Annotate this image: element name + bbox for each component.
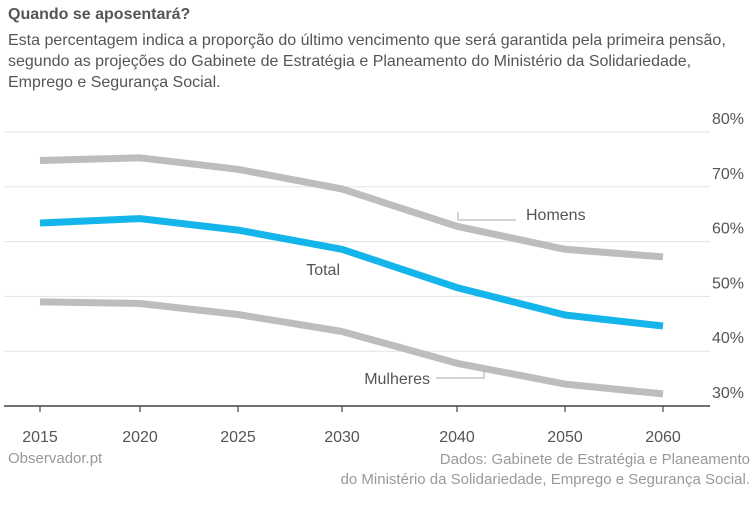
label-leader-mulheres: [436, 370, 485, 379]
source-note: Dados: Gabinete de Estratégia e Planeame…: [290, 450, 750, 490]
brand-credit: Observador.pt: [8, 450, 103, 467]
series-line-homens: [39, 154, 664, 261]
x-tick-label: 2025: [220, 429, 256, 446]
y-tick-label: 40%: [712, 330, 744, 347]
y-tick-label: 60%: [712, 221, 744, 238]
series-lines: [39, 154, 664, 398]
x-tick-label: 2040: [439, 429, 475, 446]
x-tick-label: 2060: [645, 429, 681, 446]
x-axis-ticks: 2015 2020 2025 2030 2040 2050 2060: [22, 406, 681, 446]
label-leader-homens: [457, 212, 516, 221]
series-label-mulheres: Mulheres: [364, 371, 430, 388]
y-tick-label: 80%: [712, 111, 744, 128]
source-line-1: Dados: Gabinete de Estratégia e Planeame…: [439, 451, 750, 468]
y-tick-label: 50%: [712, 275, 744, 292]
x-tick-label: 2030: [324, 429, 360, 446]
series-labels: Homens Total Mulheres: [306, 207, 585, 388]
x-tick-label: 2015: [22, 429, 58, 446]
series-label-total: Total: [306, 262, 340, 279]
y-tick-label: 30%: [712, 385, 744, 402]
series-line-total: [39, 215, 664, 330]
series-label-homens: Homens: [526, 207, 586, 224]
x-tick-label: 2020: [122, 429, 158, 446]
grid-lines: [4, 131, 710, 407]
source-line-2: do Ministério da Solidariedade, Emprego …: [340, 471, 750, 488]
series-line-mulheres: [39, 298, 664, 398]
y-tick-label: 70%: [712, 166, 744, 183]
chart-title: Quando se aposentará?: [8, 6, 191, 23]
y-axis-ticks: 30% 40% 50% 60% 70% 80%: [712, 111, 744, 402]
x-tick-label: 2050: [547, 429, 583, 446]
chart-subtitle: Esta percentagem indica a proporção do ú…: [8, 32, 726, 91]
